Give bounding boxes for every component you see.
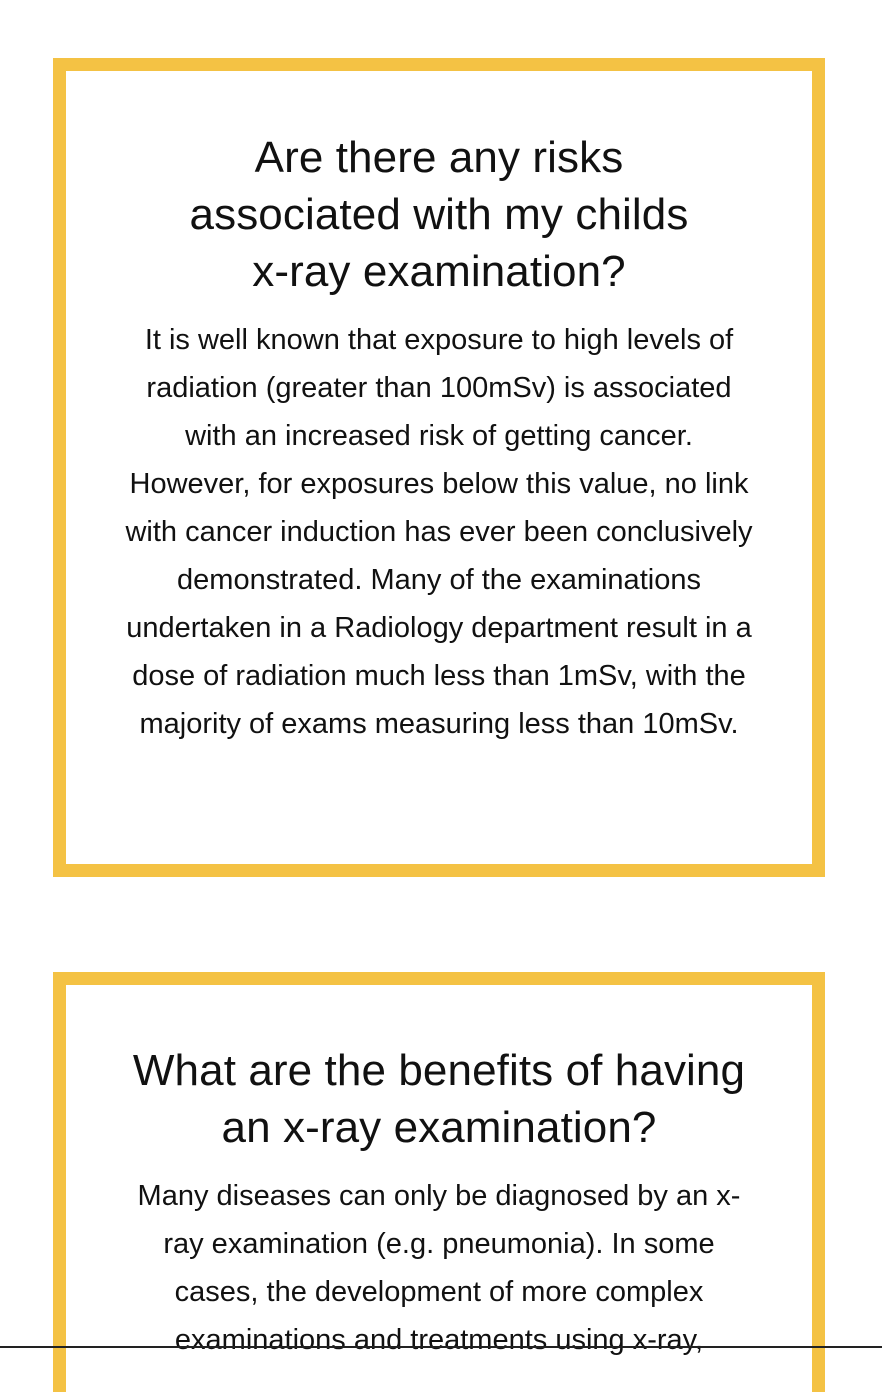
risks-info-card: Are there any risks associated with my c… [53,58,825,877]
benefits-heading: What are the benefits of having an x-ray… [132,1046,746,1152]
risks-card-content: Are there any risks associated with my c… [119,71,759,748]
risks-heading: Are there any risks associated with my c… [189,133,689,296]
benefits-paragraph: Many diseases can only be diagnosed by a… [137,1180,741,1356]
benefits-info-card: What are the benefits of having an x-ray… [53,972,825,1392]
benefits-card-content: What are the benefits of having an x-ray… [119,985,759,1364]
viewport-bottom-divider [0,1346,882,1348]
risks-paragraph: It is well known that exposure to high l… [125,324,753,740]
